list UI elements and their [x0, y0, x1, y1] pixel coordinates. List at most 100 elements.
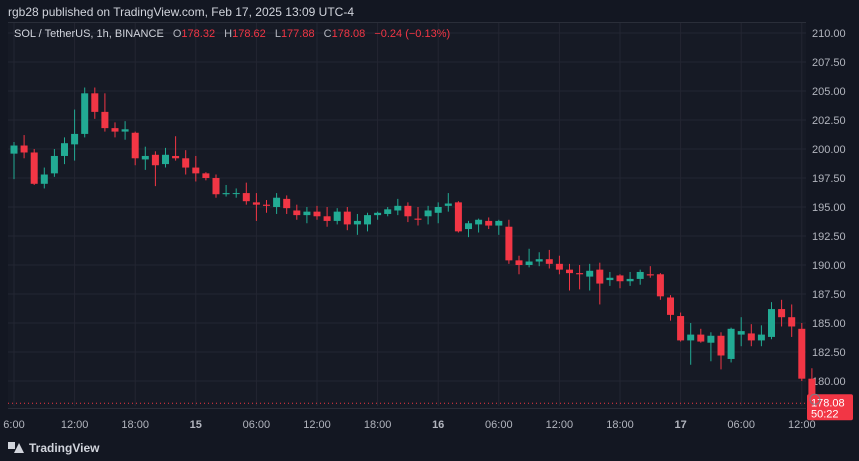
x-tick-label: 15: [190, 419, 202, 431]
x-tick-label: 17: [674, 419, 686, 431]
candle-down: [343, 211, 351, 225]
candle-down: [576, 273, 584, 275]
candle-down: [596, 269, 604, 284]
countdown-text: 50:22: [811, 408, 839, 420]
x-tick-label: 18:00: [364, 419, 392, 431]
x-tick-label: 6:00: [3, 419, 24, 431]
candle-down: [283, 198, 291, 209]
change-value: −0.24 (−0.13%): [374, 28, 451, 40]
candle-up: [707, 335, 715, 343]
x-tick-label: 12:00: [61, 419, 89, 431]
x-tick-label: 12:00: [788, 419, 816, 431]
candle-up: [71, 133, 79, 145]
candle-down: [798, 328, 806, 379]
candle-up: [232, 193, 240, 195]
candle-up: [495, 220, 503, 226]
x-tick-label: 12:00: [546, 419, 574, 431]
x-tick-label: 18:00: [121, 419, 149, 431]
candle-up: [61, 143, 68, 156]
candle-down: [788, 317, 796, 327]
candle-down: [808, 378, 816, 404]
candle-up: [757, 334, 765, 341]
candle-up: [394, 205, 402, 211]
y-tick-label: 202.50: [812, 115, 846, 127]
candle-up: [81, 93, 89, 134]
symbol-legend: SOL / TetherUS, 1h, BINANCE O178.32 H178…: [14, 28, 450, 40]
candle-up: [50, 155, 58, 174]
candle-down: [697, 334, 705, 342]
candle-up: [626, 278, 634, 282]
y-tick-label: 210.00: [812, 28, 846, 40]
candle-down: [505, 226, 513, 261]
candle-down: [293, 210, 301, 216]
alert-circle-icon: [809, 393, 821, 405]
x-tick-label: 16: [432, 419, 444, 431]
y-tick-label: 197.50: [812, 173, 846, 185]
candle-up: [727, 328, 735, 359]
publisher-bar: rgb28 published on TradingView.com, Feb …: [0, 0, 859, 22]
candle-up: [10, 145, 18, 154]
y-tick-label: 192.50: [812, 231, 846, 243]
publisher-text: rgb28 published on TradingView.com, Feb …: [8, 5, 354, 19]
candle-up: [768, 309, 775, 337]
candle-up: [475, 219, 483, 225]
candle-down: [515, 260, 523, 265]
candle-up: [606, 277, 614, 281]
candle-up: [525, 261, 533, 265]
candle-down: [20, 145, 28, 153]
candle-up: [40, 174, 48, 184]
candle-down: [454, 202, 462, 232]
candle-up: [353, 220, 361, 225]
candle-up: [424, 210, 432, 217]
tradingview-logo-icon: [8, 442, 24, 454]
candle-up: [333, 211, 341, 221]
footer: [0, 436, 859, 461]
candle-down: [545, 259, 553, 264]
candle-down: [566, 269, 573, 274]
brand-name: TradingView: [29, 441, 100, 455]
candle-up: [121, 129, 129, 132]
open-value: 178.32: [181, 28, 216, 40]
candle-up: [434, 207, 442, 213]
candle-down: [212, 178, 220, 195]
y-tick-label: 207.50: [812, 57, 846, 69]
open-label: O: [172, 28, 182, 40]
candle-down: [323, 216, 331, 221]
candle-down: [111, 128, 119, 132]
candle-up: [465, 223, 472, 230]
candle-down: [202, 173, 210, 178]
candle-up: [162, 154, 169, 165]
candle-up: [303, 211, 311, 216]
candle-down: [101, 111, 109, 129]
last-price-badge: [807, 394, 853, 421]
candle-down: [677, 316, 685, 341]
x-tick-label: 12:00: [303, 419, 331, 431]
candle-up: [636, 271, 644, 279]
x-tick-label: 18:00: [606, 419, 634, 431]
tradingview-logo[interactable]: TradingView: [8, 441, 99, 455]
candle-down: [404, 205, 412, 217]
candle-down: [485, 220, 493, 226]
candle-down: [192, 167, 200, 174]
candle-down: [91, 93, 99, 112]
y-tick-label: 180.00: [812, 376, 846, 388]
candle-down: [172, 155, 180, 159]
candle-down: [242, 193, 250, 202]
y-tick-label: 190.00: [812, 260, 846, 272]
candle-down: [151, 154, 159, 166]
candle-up: [444, 203, 452, 206]
y-tick-label: 200.00: [812, 144, 846, 156]
candle-down: [667, 297, 674, 315]
candle-down: [414, 218, 422, 220]
candle-down: [182, 158, 190, 168]
x-tick-label: 06:00: [243, 419, 271, 431]
x-tick-label: 06:00: [727, 419, 755, 431]
low-label: L: [274, 28, 281, 40]
candle-up: [535, 259, 543, 262]
y-tick-label: 195.00: [812, 202, 846, 214]
candle-up: [141, 155, 149, 160]
low-value: 177.88: [280, 28, 315, 40]
candle-down: [616, 275, 624, 282]
y-tick-label: 182.50: [812, 347, 846, 359]
